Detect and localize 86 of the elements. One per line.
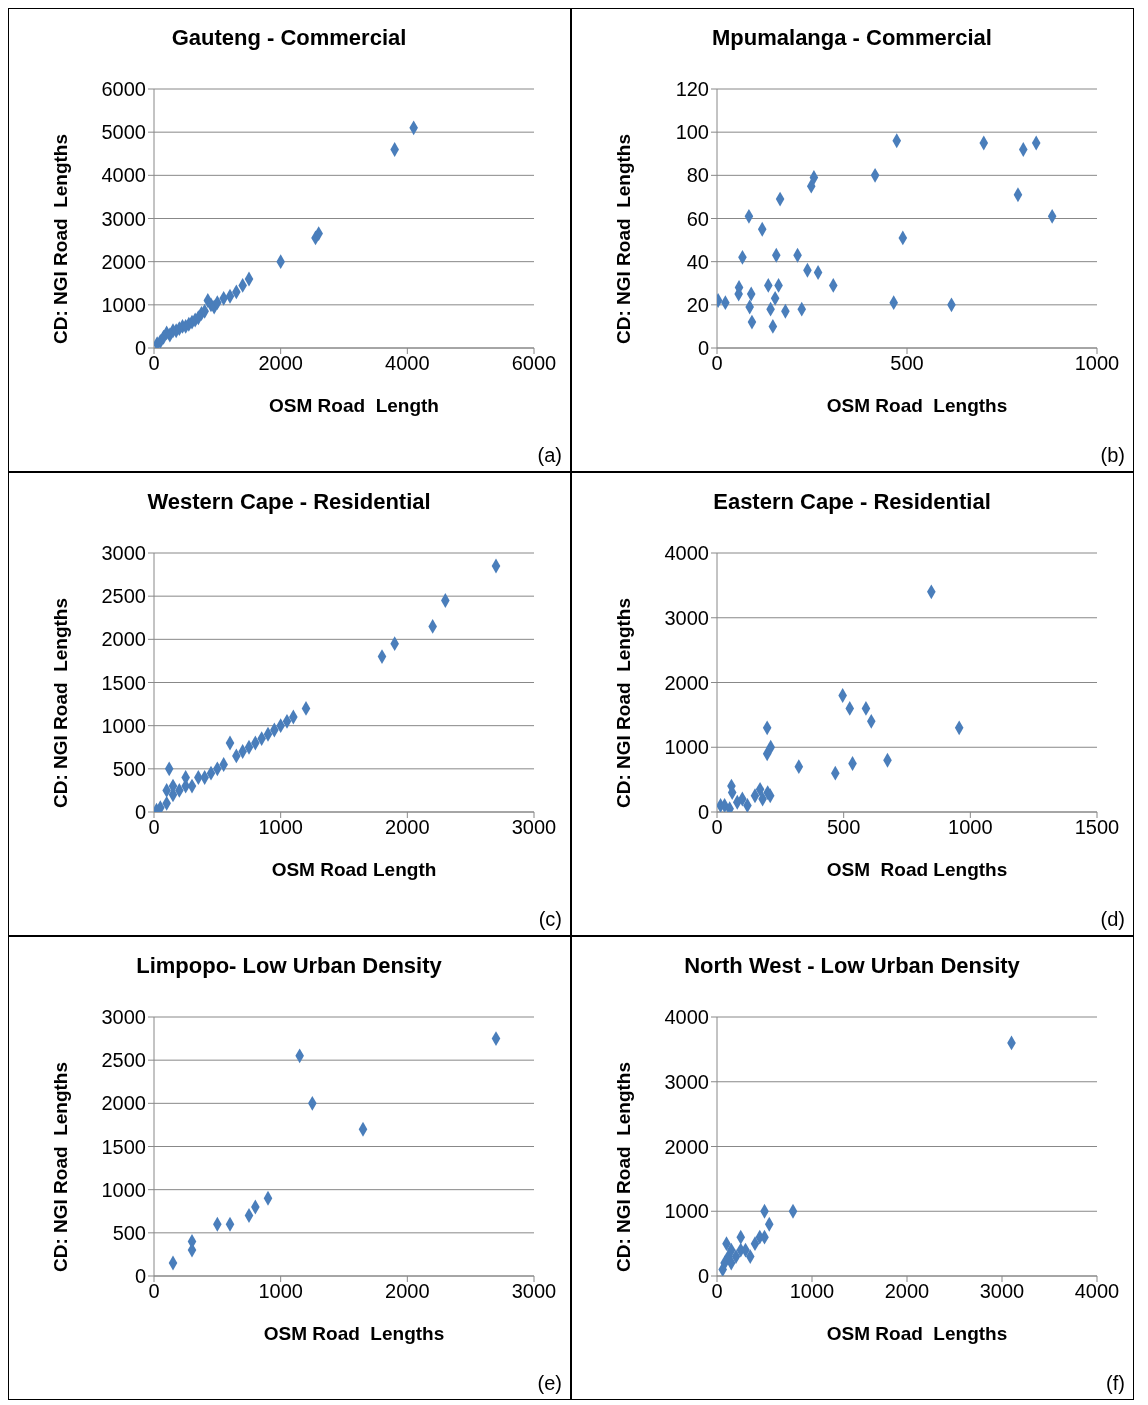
y-axis-title: CD: NGI Road Lengths — [613, 1061, 635, 1273]
text: (a) — [537, 444, 562, 467]
y-axis-title: CD: NGI Road Lengths — [613, 133, 635, 345]
chart-title: Gauteng - Commercial — [170, 25, 408, 51]
x-tick-label: 500 — [890, 352, 924, 375]
x-tick-label: 4000 — [1074, 1280, 1120, 1303]
y-tick-label: 4000 — [664, 1006, 709, 1029]
x-tick-label: 1500 — [1074, 816, 1120, 839]
x-axis-title: OSM Road Length — [270, 859, 438, 881]
y-tick-label: 3000 — [101, 207, 146, 230]
x-tick-label: 1000 — [258, 816, 303, 839]
y-tick-label: 3000 — [101, 542, 146, 565]
x-tick-label: 1000 — [1074, 352, 1120, 375]
x-tick-label: 3000 — [511, 816, 557, 839]
x-tick-label: 0 — [711, 816, 723, 839]
y-tick-label: 1500 — [101, 1135, 146, 1158]
x-tick-label: 0 — [148, 1280, 160, 1303]
y-tick-label: 6000 — [101, 78, 146, 101]
x-axis-title: OSM Road Lengths — [825, 395, 1009, 417]
y-tick-label: 1500 — [101, 671, 146, 694]
y-tick-label: 1000 — [664, 1200, 709, 1223]
y-axis-title: CD: NGI Road Lengths — [50, 1061, 72, 1273]
x-tick-label: 3000 — [979, 1280, 1025, 1303]
chart-title: Western Cape - Residential — [146, 489, 432, 515]
x-tick-label: 4000 — [385, 352, 430, 375]
y-tick-label: 60 — [686, 207, 709, 230]
y-tick-label: 500 — [112, 1221, 146, 1244]
x-tick-label: 2000 — [385, 816, 430, 839]
x-tick-label: 1000 — [789, 1280, 835, 1303]
y-tick-label: 500 — [112, 757, 146, 780]
y-tick-label: 120 — [675, 78, 709, 101]
text: (c) — [538, 908, 562, 931]
x-tick-label: 6000 — [511, 352, 557, 375]
y-tick-label: 2000 — [101, 1092, 146, 1115]
y-axis-title: CD: NGI Road Lengths — [613, 597, 635, 809]
chart-title: North West - Low Urban Density — [683, 953, 1021, 979]
y-tick-label: 40 — [686, 250, 709, 273]
y-tick-label: 2500 — [101, 1049, 146, 1072]
text: (e) — [537, 1372, 562, 1395]
y-tick-label: 100 — [675, 121, 709, 144]
y-tick-label: 0 — [134, 337, 146, 360]
y-tick-label: 2000 — [101, 250, 146, 273]
y-tick-label: 0 — [134, 801, 146, 824]
x-axis-title: OSM Road Lengths — [262, 1323, 446, 1345]
chart-title: Mpumalanga - Commercial — [711, 25, 993, 51]
x-tick-label: 0 — [711, 352, 723, 375]
x-tick-label: 2000 — [884, 1280, 930, 1303]
y-tick-label: 5000 — [101, 121, 146, 144]
y-tick-label: 1000 — [101, 293, 146, 316]
x-axis-title: OSM Road Length — [268, 395, 440, 417]
text: (f) — [1106, 1372, 1125, 1395]
y-tick-label: 0 — [697, 337, 709, 360]
text: (d) — [1100, 908, 1125, 931]
chart-title: Limpopo- Low Urban Density — [135, 953, 443, 979]
y-tick-label: 3000 — [101, 1006, 146, 1029]
y-tick-label: 1000 — [101, 1178, 146, 1201]
x-tick-label: 0 — [711, 1280, 723, 1303]
x-tick-label: 3000 — [511, 1280, 557, 1303]
x-axis-title: OSM Road Lengths — [825, 1323, 1009, 1345]
x-tick-label: 1000 — [258, 1280, 303, 1303]
y-tick-label: 0 — [134, 1265, 146, 1288]
y-tick-label: 0 — [697, 1265, 709, 1288]
x-tick-label: 1000 — [948, 816, 993, 839]
y-axis-title: CD: NGI Road Lengths — [50, 597, 72, 809]
x-tick-label: 500 — [826, 816, 861, 839]
y-tick-label: 2000 — [101, 628, 146, 651]
y-tick-label: 1000 — [664, 736, 709, 759]
y-tick-label: 2000 — [664, 1135, 709, 1158]
y-tick-label: 3000 — [664, 1070, 709, 1093]
y-tick-label: 80 — [686, 164, 709, 187]
x-tick-label: 0 — [148, 352, 160, 375]
x-tick-label: 2000 — [385, 1280, 430, 1303]
y-tick-label: 4000 — [664, 542, 709, 565]
y-tick-label: 20 — [686, 293, 709, 316]
y-tick-label: 1000 — [101, 714, 146, 737]
y-tick-label: 2500 — [101, 585, 146, 608]
x-tick-label: 2000 — [258, 352, 303, 375]
y-axis-title: CD: NGI Road Lengths — [50, 133, 72, 345]
text: (b) — [1100, 444, 1125, 467]
y-tick-label: 3000 — [664, 606, 709, 629]
y-tick-label: 4000 — [101, 164, 146, 187]
x-tick-label: 0 — [148, 816, 160, 839]
chart-title: Eastern Cape - Residential — [712, 489, 992, 515]
y-tick-label: 2000 — [664, 671, 709, 694]
y-tick-label: 0 — [697, 801, 709, 824]
x-axis-title: OSM Road Lengths — [825, 859, 1009, 881]
